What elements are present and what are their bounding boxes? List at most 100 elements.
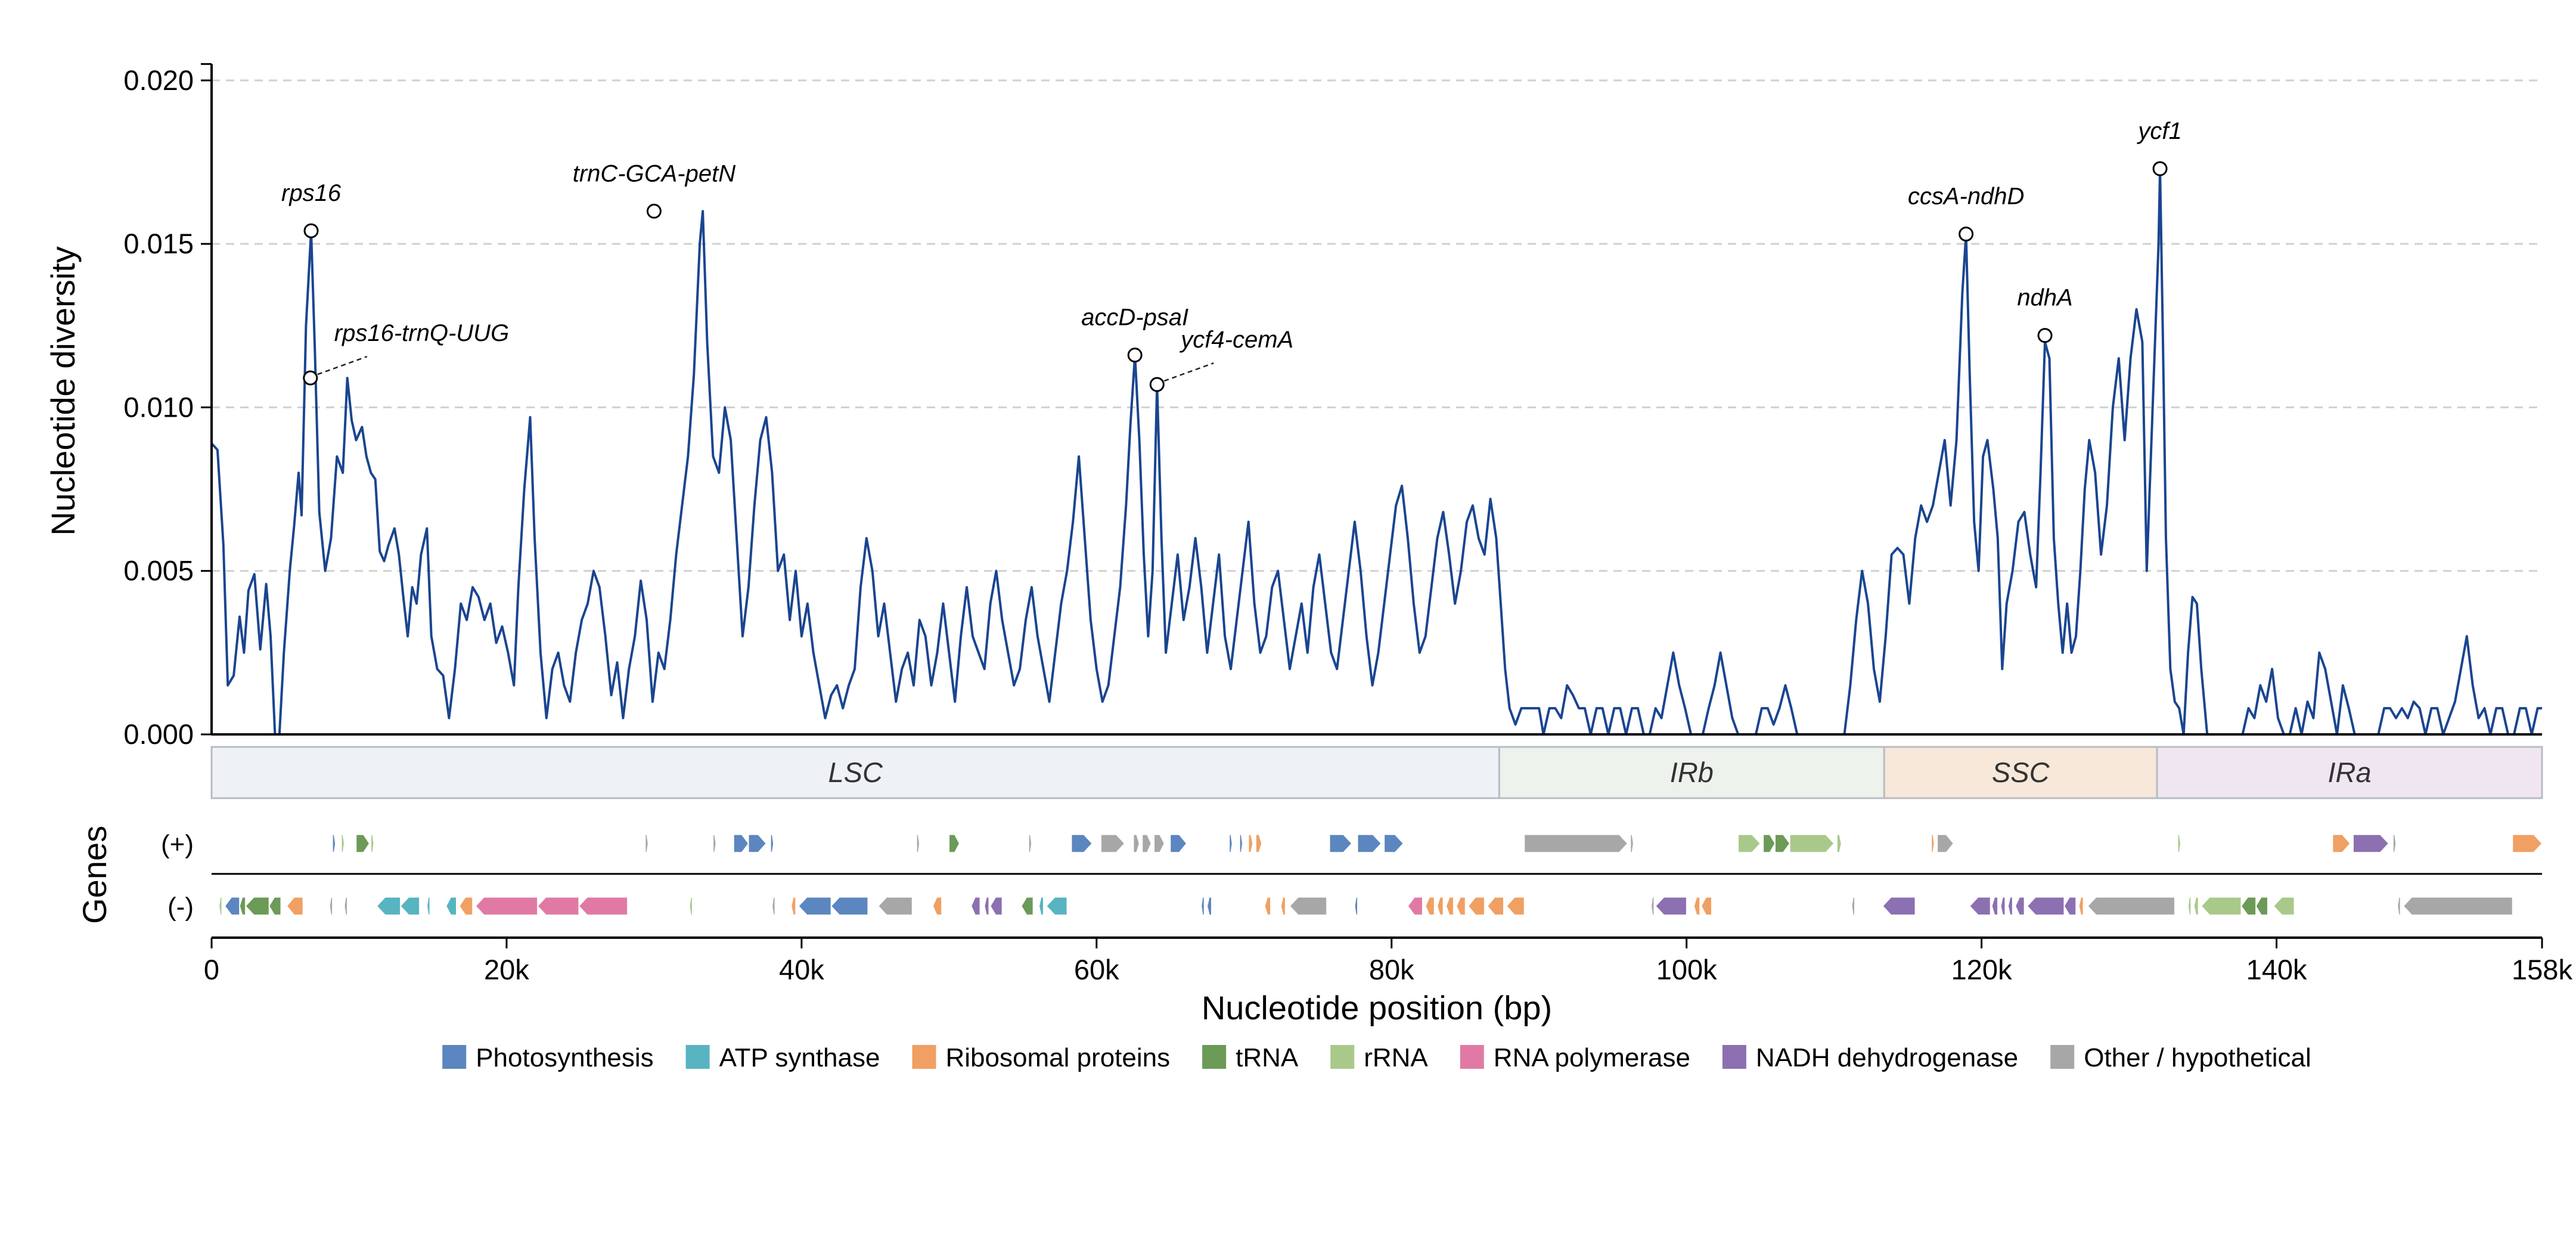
x-tick-label: 20k [484,954,529,985]
gene-arrow [1289,897,1327,916]
gene-arrow [1693,897,1700,916]
gene-arrow [2352,834,2389,853]
legend-swatch [685,1045,710,1069]
gene-arrow [1851,897,1855,916]
gene-arrow [2240,897,2257,916]
y-tick-label: 0.020 [123,64,194,96]
region-ssc [1883,746,2158,799]
legend-item: Other / hypothetical [2050,1043,2311,1072]
gene-arrow [1354,897,1358,916]
region-irb [1498,746,1885,799]
gene-arrow [1264,897,1271,916]
gene-arrow [1523,834,1628,853]
gene-arrow [1991,897,1998,916]
gene-arrow [224,897,240,916]
legend-swatch [2050,1045,2075,1069]
strand-minus-label: (-) [167,892,194,922]
gene-arrow [932,897,942,916]
gene-arrow [1931,834,1935,853]
gene-arrow [1445,897,1454,916]
gene-arrow [2512,834,2543,853]
peak-leader [1163,362,1214,382]
x-tick-label: 100k [1656,954,1717,985]
legend-label: rRNA [1364,1043,1428,1072]
genome-regions: LSC IRb SSC IRa [210,746,2543,799]
gene-arrow [1383,834,1404,853]
gene-arrow [2403,897,2513,916]
gene-arrow [1239,834,1243,853]
gene-arrow [712,834,717,853]
gene-arrow [748,834,767,853]
gene-arrow [1045,897,1068,916]
gene-arrow [536,897,579,916]
gene-arrow [2000,897,2006,916]
x-tick-label: 80k [1369,954,1414,985]
gene-arrow [1357,834,1382,853]
peak-marker [303,370,318,386]
gene-arrow [1650,897,1655,916]
legend-swatch [1460,1045,1484,1069]
gene-arrow [1329,834,1352,853]
gene-arrow [2015,897,2025,916]
gene-arrow [1407,897,1423,916]
gene-arrow [426,897,431,916]
gene-arrow [1936,834,1954,853]
gene-arrow [2087,897,2175,916]
gene-arrow [370,834,374,853]
peak-label: ndhA [2017,285,2072,311]
peak-label: rps16 [281,180,342,206]
gene-arrow [644,834,649,853]
gene-arrow [916,834,920,853]
gene-arrow [1247,834,1253,853]
gene-arrow [474,897,538,916]
peak-marker [303,223,319,238]
legend-item: ATP synthase [685,1043,880,1072]
gene-arrow [2397,897,2401,916]
region-label: SSC [1992,756,2050,788]
gene-arrow [1486,897,1504,916]
legend-item: RNA polymerase [1460,1043,1690,1072]
region-label: IRa [2327,756,2371,788]
legend-label: Ribosomal proteins [946,1043,1171,1072]
x-axis-title: Nucleotide position (bp) [1202,989,1552,1026]
gene-arrow [2078,897,2084,916]
gene-track [212,834,2543,916]
gene-arrow [355,834,370,853]
y-axis-title: Nucleotide diversity [44,246,82,536]
gene-arrow [1132,834,1140,853]
x-tick-label: 140k [2246,954,2307,985]
gene-arrow [445,897,457,916]
gene-arrow [1153,834,1165,853]
y-tick-label: 0.015 [123,228,194,259]
gene-arrow [2007,897,2013,916]
gene-arrow [830,897,868,916]
gene-arrow [1762,834,1776,853]
gene-arrow [1020,897,1034,916]
gene-arrow [1467,897,1485,916]
peak-leader [317,355,368,376]
gene-arrow [2193,897,2199,916]
peak-marker [2037,328,2053,343]
gene-arrow [458,897,473,916]
x-tick-label: 158k [2512,954,2572,985]
peak-label: ycf1 [2136,118,2181,144]
peak-marker [1127,348,1143,363]
gene-arrow [1789,834,1835,853]
gene-arrow [1882,897,1916,916]
gene-arrow [1038,897,1044,916]
gene-arrow [1028,834,1032,853]
peak-label: ycf4-cemA [1179,327,1293,353]
gene-arrow [689,897,693,916]
gene-arrow [1255,834,1262,853]
gene-arrow [239,897,246,916]
genes-track-title: Genes [76,826,113,924]
peak-annotations: rps16 rps16-trnQ-UUG trnC-GCA-petN accD-psa… [281,118,2182,392]
grid-lines [212,79,2542,572]
gene-arrow [970,897,981,916]
region-label: IRb [1670,756,1714,788]
peak-marker [1149,377,1165,392]
region-lsc [210,746,1500,799]
gene-arrow [1141,834,1152,853]
gene-arrow [1100,834,1125,853]
